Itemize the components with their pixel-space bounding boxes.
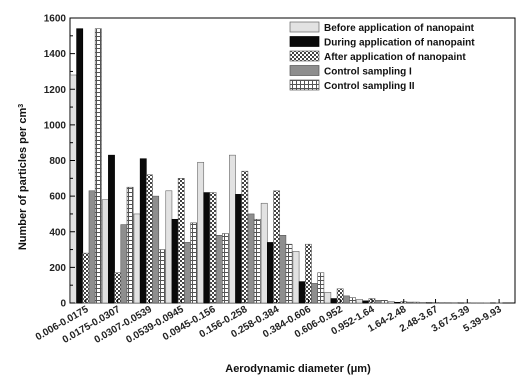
bar <box>108 154 115 304</box>
legend-label: After application of nanopaint <box>324 52 466 63</box>
legend: Before application of nanopaint During ap… <box>289 21 475 92</box>
y-tick-label: 200 <box>49 263 66 274</box>
legend-label: Before application of nanopaint <box>324 23 475 34</box>
bar <box>101 199 109 304</box>
bar <box>70 74 77 304</box>
bar <box>349 297 356 304</box>
bar <box>184 242 191 304</box>
y-axis: 0 200 400 600 800 1000 1200 1400 1600 <box>44 14 75 310</box>
legend-swatch <box>289 50 320 62</box>
bar <box>235 194 243 304</box>
bar <box>356 299 363 304</box>
bar <box>209 192 217 304</box>
y-axis-title: Number of particles per cm3 <box>17 104 29 250</box>
x-axis-title: Aerodynamic diameter (μm) <box>225 363 371 375</box>
bar <box>126 186 134 304</box>
bar <box>88 190 96 304</box>
bar <box>203 192 211 304</box>
bar <box>215 235 223 304</box>
bar <box>311 283 318 304</box>
y-tick-label: 1200 <box>44 85 67 96</box>
bar <box>120 224 128 304</box>
bar <box>387 301 395 304</box>
bar <box>139 158 147 304</box>
bar <box>324 292 332 304</box>
bar <box>374 300 382 304</box>
bar <box>241 170 249 304</box>
bar <box>177 178 185 304</box>
bar <box>273 190 281 304</box>
legend-label: During application of nanopaint <box>324 38 475 49</box>
y-tick-label: 0 <box>60 299 66 310</box>
y-tick-label: 400 <box>49 227 66 238</box>
bar <box>158 249 166 304</box>
bar <box>260 202 268 304</box>
legend-swatch <box>289 65 320 76</box>
bar <box>394 301 401 304</box>
bar <box>165 190 173 304</box>
bar <box>190 222 198 304</box>
bar <box>114 272 122 304</box>
y-tick-label: 1000 <box>44 120 67 131</box>
bar <box>342 295 350 304</box>
bar <box>146 174 153 304</box>
bar <box>197 161 205 304</box>
y-tick-label: 600 <box>49 192 66 203</box>
bar <box>133 213 141 304</box>
bar <box>222 233 229 304</box>
plot-area <box>69 17 516 304</box>
bar <box>419 302 427 304</box>
bar <box>362 300 370 304</box>
y-tick-label: 800 <box>49 156 66 167</box>
legend-swatch <box>289 79 320 91</box>
bar <box>292 251 300 304</box>
bar <box>412 301 420 304</box>
y-tick-label: 1400 <box>44 49 67 60</box>
bar <box>247 213 255 304</box>
bar <box>279 235 287 304</box>
bar <box>94 28 102 304</box>
bar <box>253 218 261 304</box>
bar <box>298 281 306 304</box>
bar <box>380 300 388 304</box>
legend-swatch <box>289 21 320 33</box>
y-tick-label: 1600 <box>44 14 67 25</box>
bar <box>304 243 312 304</box>
legend-label: Control sampling I <box>324 67 412 78</box>
bar <box>406 301 414 304</box>
bar <box>229 154 236 304</box>
bar <box>152 195 160 304</box>
bar <box>330 298 338 304</box>
x-axis: 0.006-0.01750.0175-0.03070.0307-0.05390.… <box>34 299 504 346</box>
bar <box>267 242 274 304</box>
bar <box>82 252 90 304</box>
bar <box>171 218 179 304</box>
bar <box>317 272 325 304</box>
legend-label: Control sampling II <box>324 81 415 92</box>
bar <box>76 28 84 304</box>
bar <box>285 243 293 304</box>
legend-swatch <box>289 36 320 47</box>
